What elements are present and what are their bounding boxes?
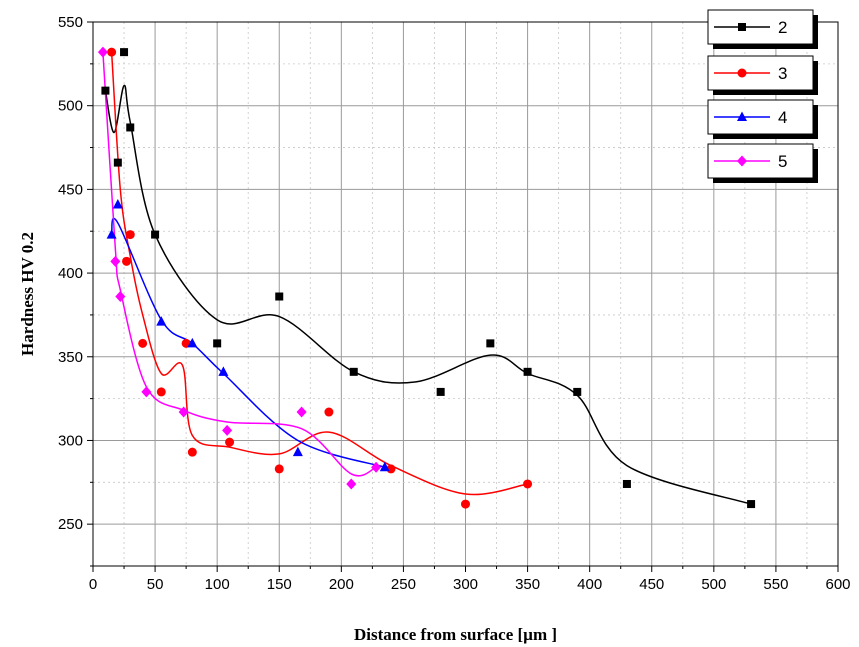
legend-item-2: 2 <box>707 9 818 49</box>
y-tick-label: 450 <box>58 181 83 198</box>
series-4-point <box>106 229 117 239</box>
series-3-point <box>138 338 148 348</box>
series-2-point <box>275 292 284 301</box>
legend-item-3: 3 <box>707 55 818 95</box>
legend-item-5: 5 <box>707 143 818 183</box>
series-5-point <box>97 46 108 58</box>
series-2-point <box>747 500 756 509</box>
series-2-point <box>349 367 358 376</box>
legend-label: 5 <box>778 152 787 171</box>
legend-marker <box>737 68 747 78</box>
series-2-point <box>113 158 122 167</box>
legend-label: 3 <box>778 64 787 83</box>
series-5-point <box>141 386 152 398</box>
x-tick-label: 450 <box>639 576 664 593</box>
series-4-point <box>187 337 198 348</box>
x-tick-label: 50 <box>147 576 164 593</box>
series-4-point <box>156 316 167 326</box>
series-4-point <box>379 461 390 472</box>
y-tick-label: 500 <box>58 98 83 115</box>
x-tick-label: 250 <box>391 576 416 593</box>
legend: 2 3 4 5 <box>707 9 818 183</box>
x-axis-title: Distance from surface [µm ] <box>354 625 557 644</box>
series-5-point <box>296 406 307 418</box>
x-tick-label: 100 <box>205 576 230 593</box>
series-2-point <box>486 339 495 348</box>
series-3-point <box>324 407 334 417</box>
series-5-point <box>222 424 233 436</box>
series-3-point <box>523 479 533 489</box>
series-curves <box>102 52 752 505</box>
series-4-point <box>218 366 229 376</box>
y-tick-label: 400 <box>58 265 83 282</box>
series-5-curve <box>102 52 377 477</box>
series-5-point <box>178 406 189 418</box>
legend-label: 4 <box>778 108 787 127</box>
series-3-point <box>274 464 284 474</box>
series-5-point <box>346 478 357 490</box>
series-4-point <box>112 198 123 209</box>
series-2-point <box>213 339 222 348</box>
x-tick-label: 200 <box>329 576 354 593</box>
series-2-curve <box>104 84 752 505</box>
series-2-point <box>101 86 110 95</box>
series-2-point <box>151 230 160 239</box>
y-tick-label: 250 <box>58 516 83 533</box>
legend-label: 2 <box>778 18 787 37</box>
x-tick-label: 150 <box>267 576 292 593</box>
x-tick-label: 300 <box>453 576 478 593</box>
x-tick-label: 350 <box>515 576 540 593</box>
y-tick-label: 300 <box>58 432 83 449</box>
series-3-point <box>107 47 117 57</box>
legend-marker <box>737 111 747 121</box>
series-3-point <box>187 447 197 457</box>
legend-marker <box>738 23 746 31</box>
series-3-point <box>156 387 166 397</box>
series-markers <box>97 46 756 509</box>
series-2-point <box>523 367 532 376</box>
series-2-point <box>573 387 582 396</box>
legend-marker <box>737 155 747 167</box>
y-tick-label: 550 <box>58 14 83 31</box>
x-tick-label: 600 <box>825 576 850 593</box>
series-2-point <box>436 387 445 396</box>
series-3-point <box>125 230 135 240</box>
x-tick-label: 500 <box>701 576 726 593</box>
series-4-point <box>292 446 303 457</box>
series-2-point <box>622 479 631 488</box>
y-tick-label: 350 <box>58 349 83 366</box>
series-5-point <box>110 255 121 267</box>
axis-ticks: 0 50 100 150 200 250 300 350 400 450 500 550 600 250 3… <box>58 14 851 593</box>
series-2-point <box>120 48 129 57</box>
series-3-point <box>225 437 235 447</box>
x-tick-label: 400 <box>577 576 602 593</box>
series-3-point <box>122 256 132 266</box>
series-5-point <box>371 461 382 473</box>
legend-item-4: 4 <box>707 99 818 139</box>
x-tick-label: 550 <box>763 576 788 593</box>
series-5-point <box>115 291 126 303</box>
y-axis-title: Hardness HV 0.2 <box>18 232 37 356</box>
x-tick-label: 0 <box>89 576 97 593</box>
series-3-point <box>461 499 470 509</box>
series-2-point <box>126 123 135 132</box>
